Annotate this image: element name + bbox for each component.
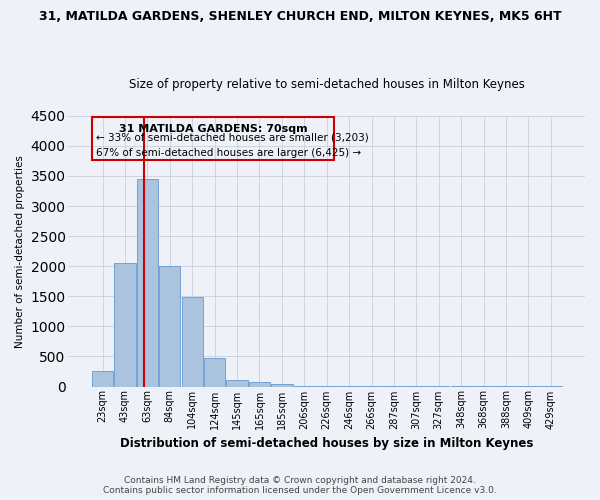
Bar [159,266,181,386]
Text: ← 33% of semi-detached houses are smaller (3,203): ← 33% of semi-detached houses are smalle… [97,133,369,143]
Bar [249,382,270,386]
Bar [226,380,248,386]
X-axis label: Distribution of semi-detached houses by size in Milton Keynes: Distribution of semi-detached houses by … [120,437,533,450]
Bar [92,117,334,160]
Title: Size of property relative to semi-detached houses in Milton Keynes: Size of property relative to semi-detach… [129,78,524,91]
Y-axis label: Number of semi-detached properties: Number of semi-detached properties [15,154,25,348]
Bar [182,298,203,386]
Bar [271,384,293,386]
Text: 67% of semi-detached houses are larger (6,425) →: 67% of semi-detached houses are larger (… [97,148,361,158]
Text: 31 MATILDA GARDENS: 70sqm: 31 MATILDA GARDENS: 70sqm [119,124,307,134]
Bar [137,179,158,386]
Text: Contains HM Land Registry data © Crown copyright and database right 2024.
Contai: Contains HM Land Registry data © Crown c… [103,476,497,495]
Text: 31, MATILDA GARDENS, SHENLEY CHURCH END, MILTON KEYNES, MK5 6HT: 31, MATILDA GARDENS, SHENLEY CHURCH END,… [38,10,562,23]
Bar [204,358,226,386]
Bar [115,263,136,386]
Bar [92,372,113,386]
